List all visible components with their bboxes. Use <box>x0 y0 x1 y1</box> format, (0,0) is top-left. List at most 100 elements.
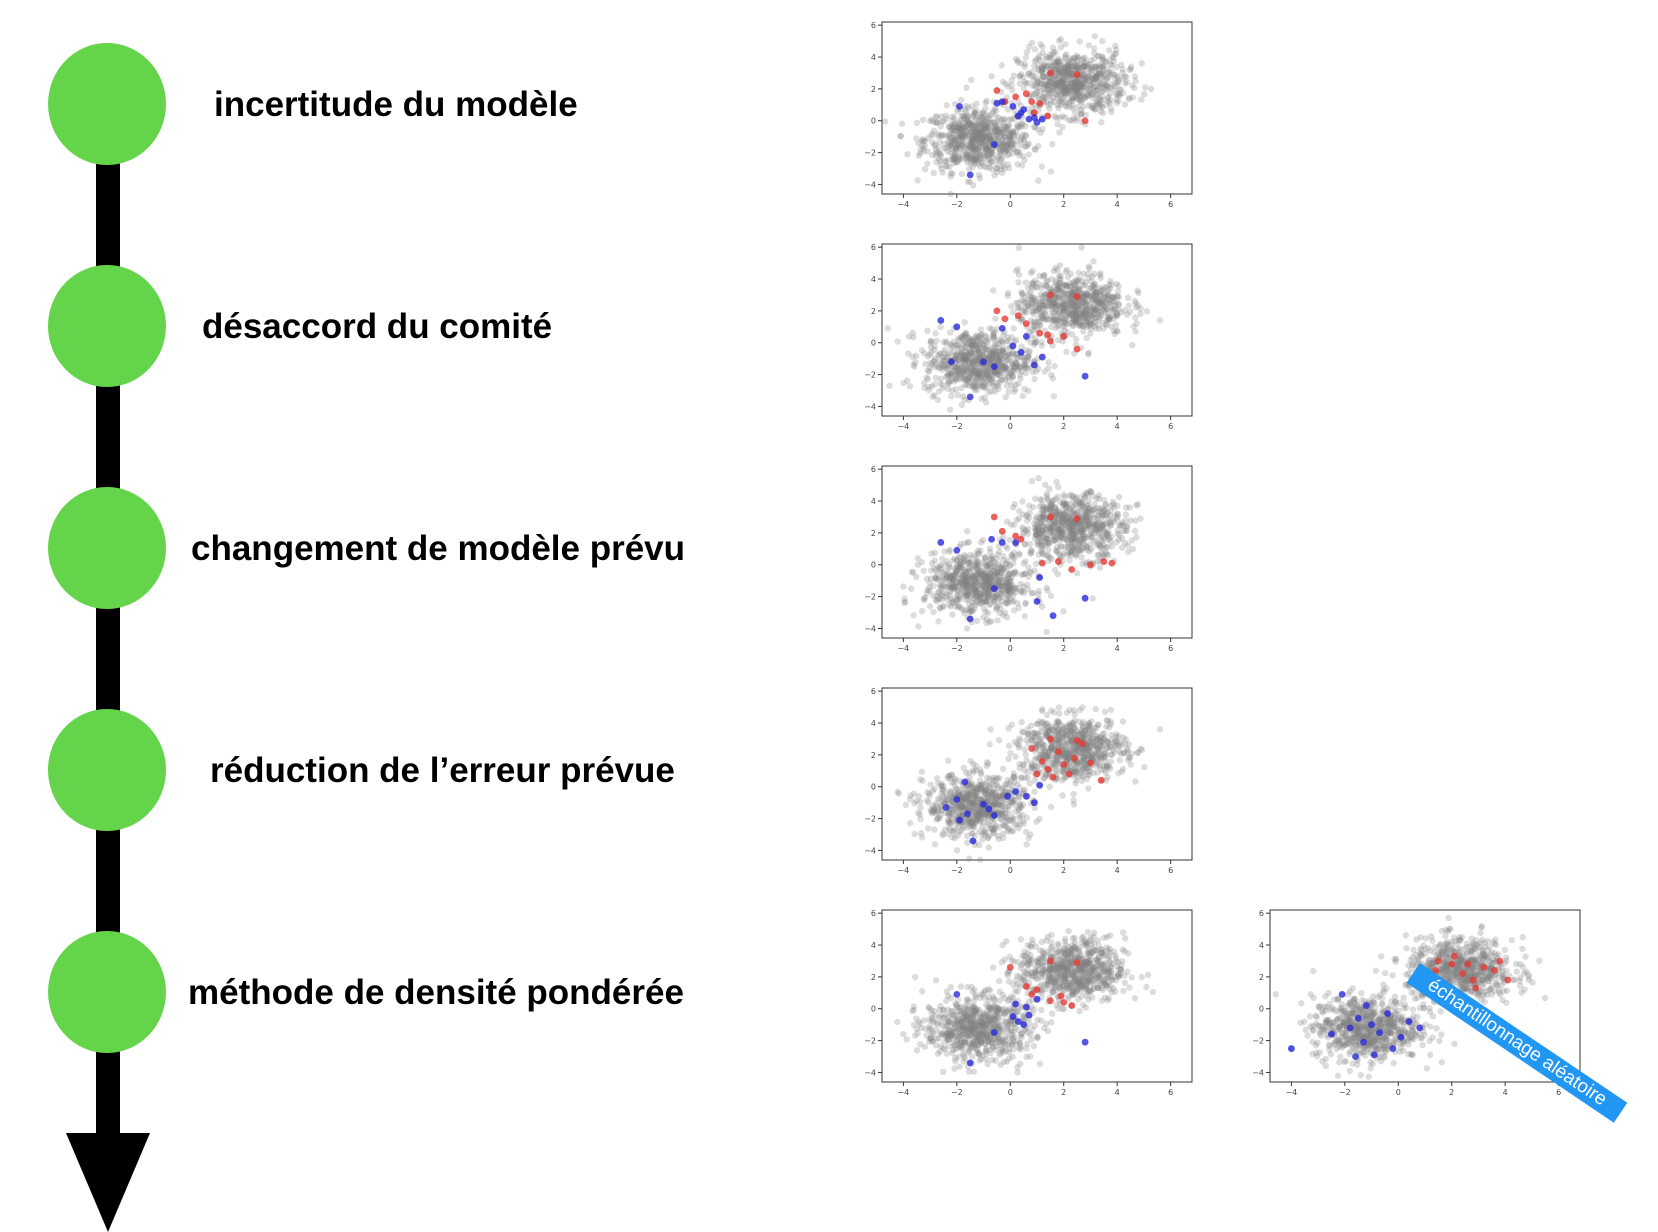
background-point <box>1077 322 1084 330</box>
background-point <box>1088 308 1096 315</box>
background-point <box>930 565 938 572</box>
background-point <box>1062 41 1069 48</box>
background-point <box>950 338 957 346</box>
selected-point <box>966 393 974 401</box>
background-point <box>997 575 1004 582</box>
background-point <box>977 547 984 554</box>
background-point <box>1121 306 1129 314</box>
background-point <box>991 341 998 348</box>
background-point <box>1035 65 1042 73</box>
background-point <box>1094 65 1102 73</box>
scatter-plot-committee: −4 −2 0 2 4 6 −4 −2 0 2 4 6 <box>864 242 1224 452</box>
background-point <box>972 766 980 774</box>
background-point <box>1077 106 1085 114</box>
background-point <box>1071 538 1079 546</box>
background-point <box>1103 65 1111 73</box>
background-point <box>966 791 973 799</box>
selected-point <box>1022 332 1030 340</box>
background-point <box>934 814 942 822</box>
background-point <box>1037 538 1044 545</box>
background-point <box>1064 305 1072 312</box>
background-point <box>986 380 993 387</box>
background-point <box>970 126 977 133</box>
background-point <box>970 112 977 119</box>
background-point <box>1082 515 1089 522</box>
background-point <box>1081 511 1089 519</box>
background-point <box>1025 151 1032 158</box>
background-point <box>1080 55 1087 62</box>
background-point <box>1014 57 1022 64</box>
background-point <box>1115 536 1123 543</box>
background-point <box>1039 292 1047 300</box>
background-point <box>963 84 970 91</box>
background-point <box>1035 79 1043 86</box>
background-point <box>1102 544 1110 551</box>
background-point <box>1023 841 1030 848</box>
background-point <box>1055 79 1062 86</box>
background-point <box>981 130 988 138</box>
background-point <box>1015 304 1022 311</box>
background-point <box>1012 359 1020 367</box>
background-point <box>1017 588 1024 596</box>
background-point <box>1106 99 1114 107</box>
background-point <box>1068 504 1076 511</box>
background-point <box>1099 545 1107 552</box>
y-tick-label: −4 <box>864 846 876 855</box>
background-point <box>1134 287 1141 294</box>
background-point <box>1023 143 1030 150</box>
background-point <box>982 371 989 378</box>
background-point <box>1060 289 1067 297</box>
background-point <box>1062 70 1069 77</box>
step-4-label: réduction de l’erreur prévue <box>210 751 675 790</box>
background-point <box>1076 286 1084 293</box>
background-point <box>988 567 995 575</box>
background-point <box>1038 535 1045 542</box>
background-point <box>1054 282 1062 289</box>
background-point <box>1038 516 1046 523</box>
background-point <box>1090 293 1097 300</box>
background-point <box>1022 599 1030 607</box>
background-point <box>976 569 983 577</box>
background-point <box>975 152 983 159</box>
background-point <box>920 595 928 602</box>
background-point <box>1009 783 1016 790</box>
background-point <box>972 144 979 151</box>
background-point <box>937 123 944 130</box>
background-point <box>1081 513 1088 520</box>
background-point <box>971 367 978 374</box>
background-point <box>994 371 1002 378</box>
background-point <box>1059 500 1067 508</box>
background-point <box>1084 319 1091 326</box>
background-point <box>978 154 985 161</box>
background-point <box>1141 90 1148 98</box>
background-point <box>972 127 979 134</box>
background-point <box>1028 293 1035 301</box>
background-point <box>1002 807 1009 814</box>
background-point <box>942 575 949 583</box>
background-point <box>1075 79 1082 86</box>
background-point <box>989 354 996 362</box>
background-point <box>1047 592 1055 600</box>
background-point <box>963 356 970 363</box>
background-point <box>1062 512 1070 519</box>
background-point <box>938 555 946 563</box>
background-point <box>949 577 956 584</box>
background-point <box>935 588 942 596</box>
background-point <box>1019 801 1027 809</box>
background-point <box>983 780 990 787</box>
background-point <box>964 341 971 348</box>
background-point <box>1041 311 1048 318</box>
background-point <box>933 113 941 120</box>
background-point <box>965 792 973 799</box>
background-point <box>990 332 997 339</box>
background-point <box>1031 297 1038 304</box>
background-point <box>950 827 957 834</box>
background-point <box>1071 282 1078 289</box>
background-point <box>973 564 981 572</box>
background-point <box>991 598 998 605</box>
background-point <box>1048 318 1056 325</box>
background-point <box>959 354 966 361</box>
background-point <box>1011 773 1018 780</box>
background-point <box>1056 81 1064 89</box>
background-point <box>985 356 993 364</box>
